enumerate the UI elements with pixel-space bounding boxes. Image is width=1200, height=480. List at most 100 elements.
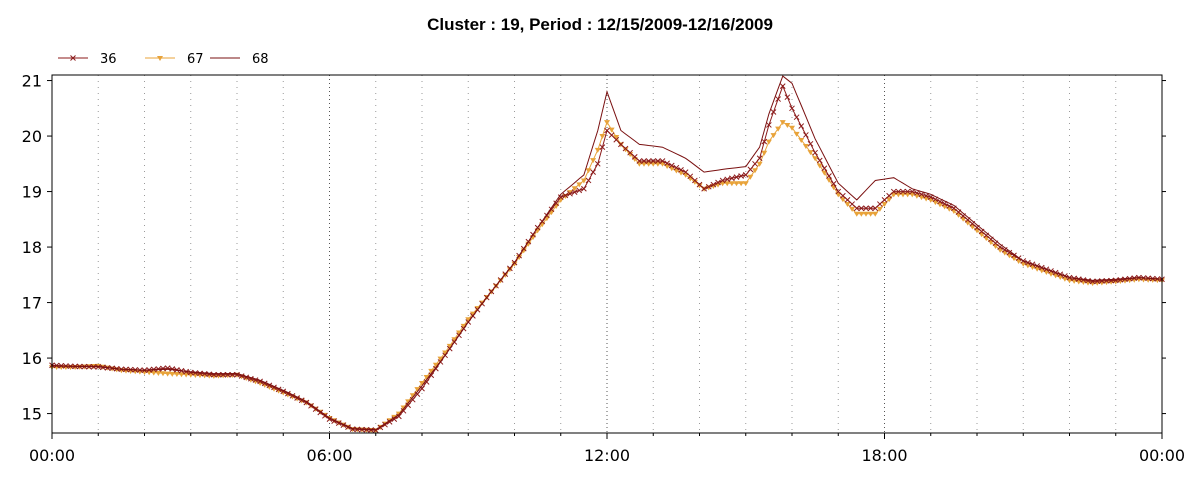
x-marker-stroke [650, 158, 657, 164]
x-marker [1011, 252, 1017, 259]
x-marker-stroke [849, 201, 855, 207]
x-marker [359, 426, 365, 433]
triangle-marker [437, 356, 444, 362]
x-marker [710, 181, 717, 188]
x-marker-stroke [192, 370, 199, 376]
triangle-marker [456, 330, 462, 336]
x-marker [724, 176, 731, 183]
x-marker [604, 127, 610, 134]
x-marker-stroke [359, 426, 365, 433]
y-tick-label: 19 [22, 183, 42, 202]
x-marker [95, 364, 102, 370]
y-tick-label: 18 [22, 238, 42, 257]
x-marker-stroke [900, 188, 906, 195]
x-marker [793, 114, 800, 121]
x-marker-stroke [197, 370, 203, 377]
y-tick-label: 20 [22, 127, 42, 146]
x-marker [618, 141, 624, 148]
x-marker-stroke [298, 397, 305, 404]
x-marker-stroke [710, 181, 717, 188]
triangle-marker [807, 150, 814, 156]
x-marker-stroke [326, 416, 333, 422]
triangle-marker [876, 206, 883, 212]
triangle-marker [775, 126, 782, 132]
x-marker-stroke [571, 189, 578, 195]
x-marker-stroke [400, 407, 407, 414]
triangle-marker [691, 179, 698, 185]
x-marker [363, 426, 370, 433]
x-marker-stroke [682, 169, 689, 175]
x-marker-stroke [576, 187, 583, 194]
x-marker-stroke [844, 197, 851, 203]
x-marker [622, 145, 629, 152]
x-marker [590, 169, 596, 175]
x-marker [1006, 249, 1013, 256]
x-marker [400, 407, 407, 414]
x-marker-stroke [701, 185, 707, 192]
x-marker [581, 185, 587, 192]
x-marker [784, 94, 791, 101]
x-marker [858, 205, 865, 212]
x-marker-stroke [243, 374, 250, 381]
triangle-marker [608, 127, 615, 133]
y-tick-label: 16 [22, 349, 42, 368]
x-marker-stroke [747, 166, 754, 173]
x-marker-stroke [155, 366, 162, 372]
x-marker [1122, 276, 1128, 283]
x-marker-stroke [645, 158, 652, 164]
x-marker-stroke [220, 371, 226, 378]
x-marker [1080, 277, 1087, 283]
triangle-marker [414, 387, 421, 393]
x-marker [192, 370, 199, 376]
x-marker-stroke [224, 371, 231, 378]
x-marker [206, 371, 213, 378]
x-marker [599, 144, 606, 151]
triangle-marker [853, 211, 860, 217]
x-marker-stroke [779, 83, 786, 89]
x-marker-stroke [238, 373, 245, 379]
legend-label: 36 [100, 52, 117, 67]
x-marker-stroke [692, 177, 698, 184]
triangle-marker [446, 343, 453, 349]
x-marker-stroke [742, 172, 749, 178]
x-marker [798, 123, 805, 129]
x-marker-stroke [816, 157, 823, 164]
triangle-marker [432, 362, 439, 368]
x-marker [308, 402, 314, 409]
triangle-marker [511, 261, 518, 267]
x-marker-stroke [881, 197, 888, 203]
x-marker [201, 370, 208, 377]
x-marker [766, 122, 772, 128]
triangle-marker [793, 131, 800, 137]
x-marker [687, 173, 694, 180]
x-marker-stroke [914, 190, 920, 196]
x-marker-stroke [678, 167, 684, 173]
x-marker [594, 160, 601, 167]
x-marker-stroke [775, 96, 781, 102]
triangle-marker [886, 197, 893, 203]
x-marker [789, 105, 795, 112]
x-marker-stroke [271, 384, 277, 391]
triangle-marker [585, 168, 592, 174]
x-marker-stroke [766, 122, 772, 128]
x-marker-stroke [761, 138, 768, 145]
x-marker [627, 149, 633, 156]
x-marker [890, 188, 897, 195]
x-marker-stroke [918, 191, 925, 198]
x-marker-stroke [729, 175, 735, 182]
x-marker [853, 205, 860, 212]
series-line-68 [51, 75, 1163, 431]
triangle-marker [622, 147, 629, 153]
x-marker-stroke [798, 123, 805, 129]
triangle-marker [1098, 280, 1105, 286]
triangle-marker [229, 372, 236, 378]
x-marker [895, 188, 902, 195]
x-tick-label: 18:00 [861, 446, 907, 465]
triangle-marker [728, 181, 735, 187]
x-marker [234, 371, 240, 378]
triangle-marker [849, 206, 856, 212]
x-marker-stroke [308, 402, 314, 409]
x-marker-stroke [396, 413, 402, 420]
x-marker-stroke [303, 399, 310, 406]
